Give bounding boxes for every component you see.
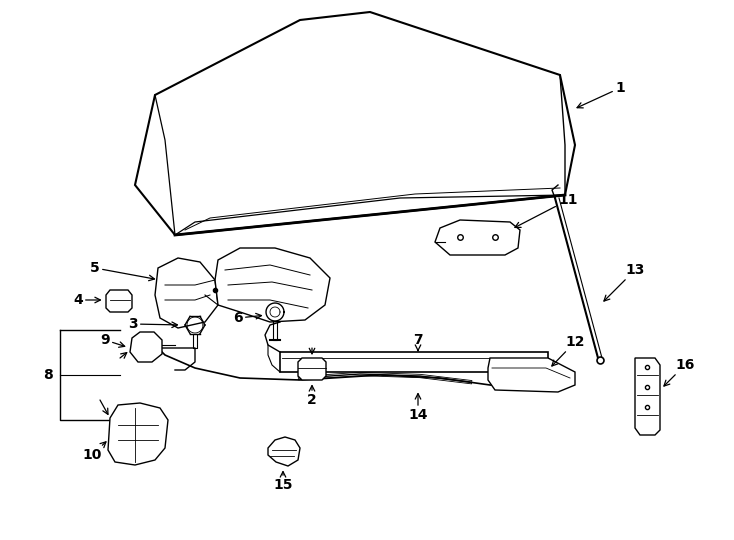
Text: 6: 6 [233,311,261,325]
Polygon shape [215,248,330,322]
Text: 8: 8 [43,368,53,382]
Text: 12: 12 [552,335,585,366]
Polygon shape [135,12,575,235]
Text: 4: 4 [73,293,101,307]
Text: 2: 2 [307,386,317,407]
Polygon shape [108,403,168,465]
Polygon shape [280,352,548,372]
Text: 13: 13 [604,263,644,301]
Polygon shape [635,358,660,435]
Polygon shape [488,358,575,392]
Text: 5: 5 [90,261,155,281]
Text: 9: 9 [100,333,125,347]
Polygon shape [130,332,162,362]
Text: 15: 15 [273,471,293,492]
Text: 16: 16 [664,358,694,386]
Polygon shape [268,437,300,466]
Text: 3: 3 [128,317,178,331]
Text: 11: 11 [515,193,578,227]
Text: 10: 10 [82,442,106,462]
Polygon shape [298,358,326,380]
Polygon shape [106,290,132,312]
Text: 7: 7 [413,333,423,350]
Polygon shape [435,220,520,255]
Polygon shape [155,258,218,328]
Text: 1: 1 [577,81,625,108]
Text: 14: 14 [408,394,428,422]
